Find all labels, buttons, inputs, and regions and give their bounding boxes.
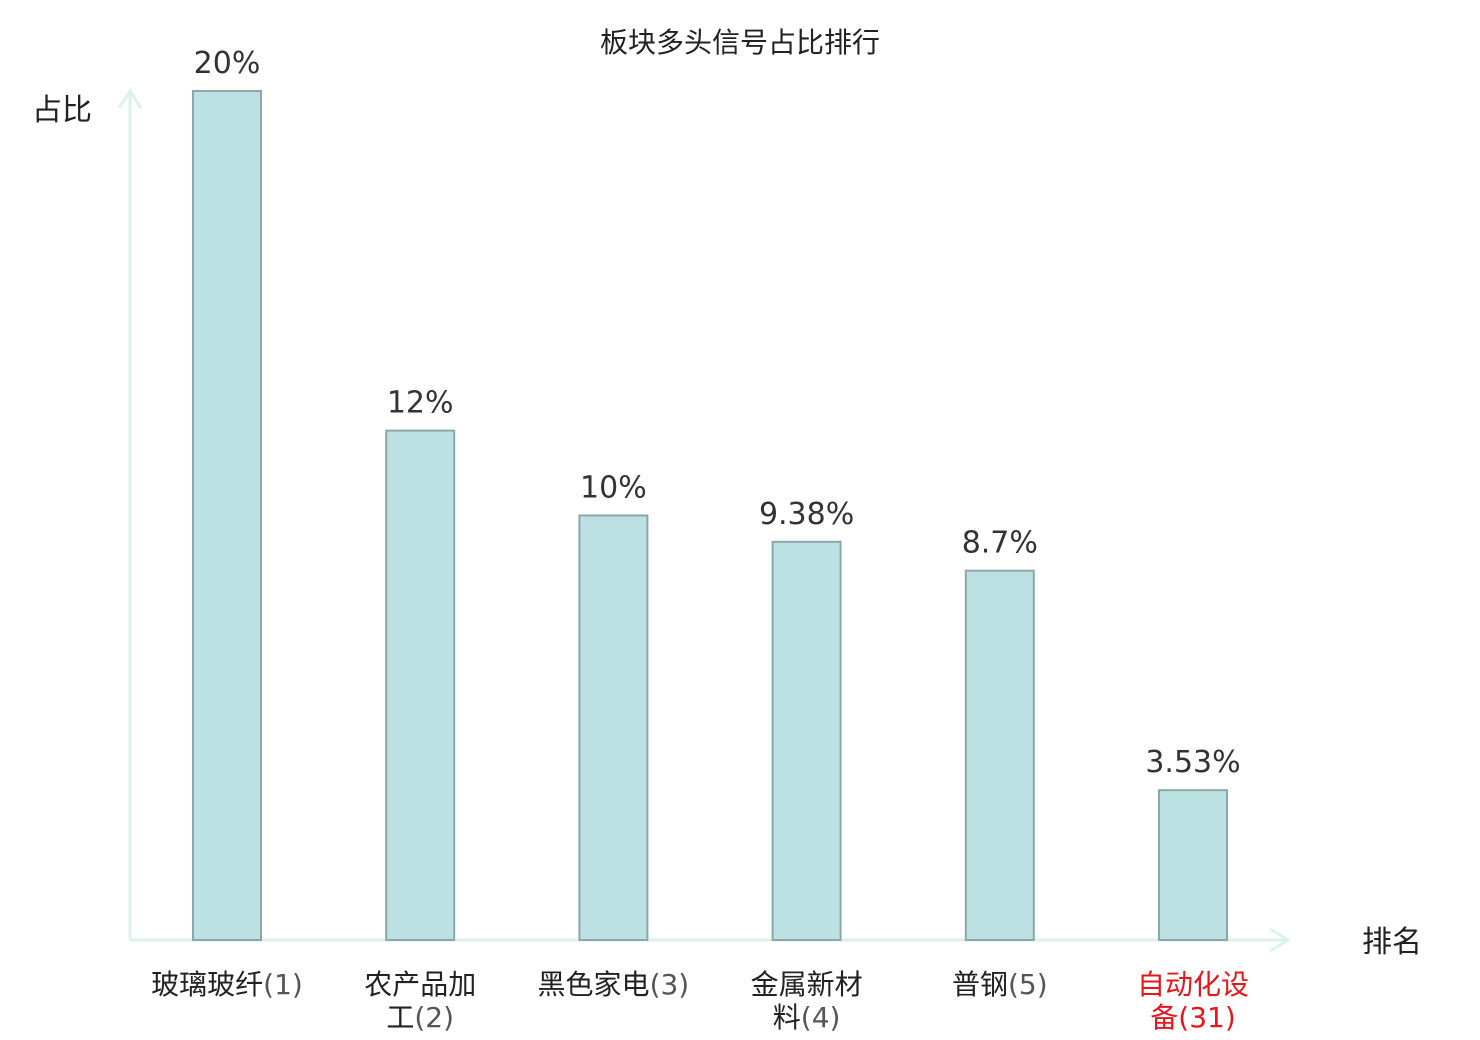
x-tick-label: 自动化设 <box>1137 968 1249 1001</box>
data-label: 3.53% <box>1145 745 1240 780</box>
data-label: 10% <box>580 471 647 506</box>
data-label: 20% <box>194 46 261 81</box>
bars-group <box>192 90 1228 941</box>
x-axis-arrow <box>1269 927 1291 953</box>
x-tick-label: 黑色家电(3) <box>538 968 690 1001</box>
bar <box>385 429 456 941</box>
y-axis-arrow <box>117 88 143 109</box>
x-tick-label: 料(4) <box>773 1001 841 1034</box>
bar <box>192 90 262 941</box>
x-tick-label: 备(31) <box>1150 1001 1236 1034</box>
x-tick-label: 玻璃玻纤(1) <box>151 968 303 1001</box>
x-tick-label: 金属新材 <box>751 968 863 1001</box>
chart-axes <box>117 88 1291 953</box>
data-label: 8.7% <box>962 526 1038 561</box>
x-tick-label: 普钢(5) <box>952 968 1048 1001</box>
x-tick-label: 农产品加 <box>364 968 476 1001</box>
data-label: 9.38% <box>759 497 854 532</box>
chart-title: 板块多头信号占比排行 <box>600 26 880 59</box>
x-tick-label: 工(2) <box>386 1001 454 1034</box>
bar <box>578 514 649 941</box>
y-axis-label: 占比 <box>32 93 92 128</box>
value-labels-group: 20% 12% 10% 9.38% 8.7% 3.53% <box>194 46 1241 780</box>
bar <box>964 569 1035 941</box>
bar <box>1158 789 1228 941</box>
bar <box>771 540 842 941</box>
data-label: 12% <box>387 386 454 421</box>
x-axis-label: 排名 <box>1362 925 1422 960</box>
